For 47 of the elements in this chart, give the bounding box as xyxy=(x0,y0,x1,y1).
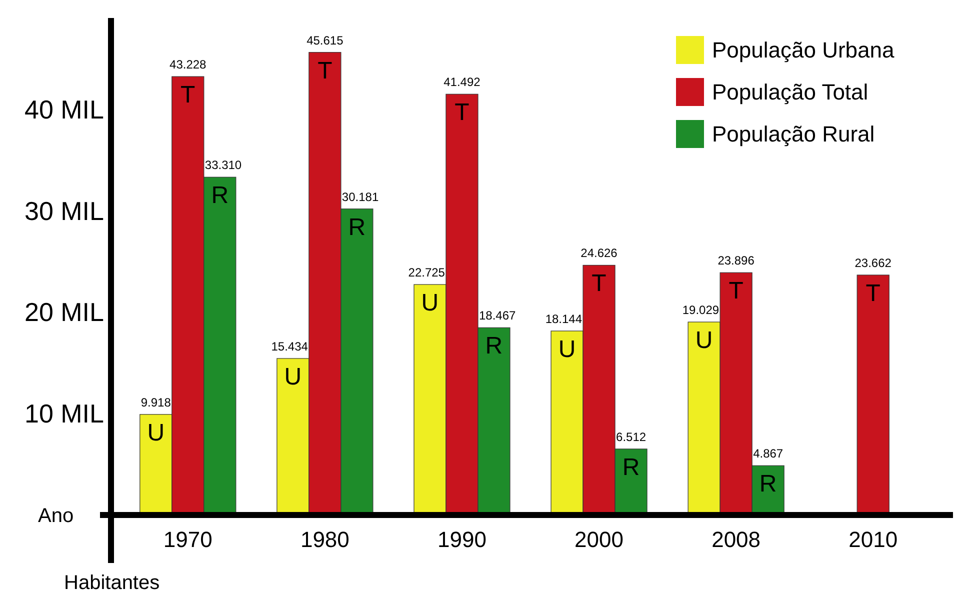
data-label: 22.725 xyxy=(408,266,446,280)
data-label: 15.434 xyxy=(271,339,308,354)
annotation: R xyxy=(622,454,640,481)
x-tick-label: 1990 xyxy=(438,527,486,552)
data-label: 4.867 xyxy=(753,446,784,461)
x-tick-label: 2010 xyxy=(848,527,898,552)
annotation: T xyxy=(866,280,881,307)
data-label: 23.662 xyxy=(854,256,892,270)
annotation: T xyxy=(180,82,196,109)
data-label: 18.467 xyxy=(478,308,516,323)
data-label: 33.310 xyxy=(204,158,242,172)
data-label: 30.181 xyxy=(342,190,379,204)
annotation: T xyxy=(728,278,744,305)
legend-label: População Urbana xyxy=(712,38,896,63)
data-label: 6.512 xyxy=(616,430,646,444)
data-label: 9.918 xyxy=(140,395,172,410)
annotation: U xyxy=(421,290,439,317)
annotation: T xyxy=(592,270,607,298)
x-tick-label: 1980 xyxy=(300,527,350,552)
annotation: R xyxy=(485,332,503,360)
annotation: R xyxy=(759,470,777,498)
annotation: T xyxy=(454,99,470,126)
annotation: R xyxy=(348,214,366,241)
y-axis-title: Habitantes xyxy=(64,572,160,591)
annotation: U xyxy=(558,336,576,363)
x-tick-label: 1970 xyxy=(163,527,212,552)
data-label: 19.029 xyxy=(682,302,720,317)
legend-label: População Rural xyxy=(712,122,875,147)
data-label: 45.615 xyxy=(306,33,344,48)
data-label: 18.144 xyxy=(545,312,582,326)
y-tick-label: 40 MIL xyxy=(24,94,104,124)
y-tick-label: 30 MIL xyxy=(24,196,104,226)
data-label: 41.492 xyxy=(444,75,481,90)
y-tick-label: 10 MIL xyxy=(24,398,104,429)
data-label: 23.896 xyxy=(718,254,755,268)
data-label: 43.228 xyxy=(170,58,207,72)
y-tick-label: 20 MIL xyxy=(24,297,104,328)
x-tick-label: 2000 xyxy=(574,527,624,552)
annotation: U xyxy=(284,363,302,390)
x-axis-title: Ano xyxy=(38,505,74,527)
annotation: T xyxy=(318,57,333,84)
annotation: R xyxy=(211,182,229,210)
legend-label: População Total xyxy=(712,80,868,105)
x-tick-label: 2008 xyxy=(712,527,761,552)
data-label: 24.626 xyxy=(580,246,618,260)
annotation: U xyxy=(695,326,713,354)
annotation: U xyxy=(147,419,165,446)
